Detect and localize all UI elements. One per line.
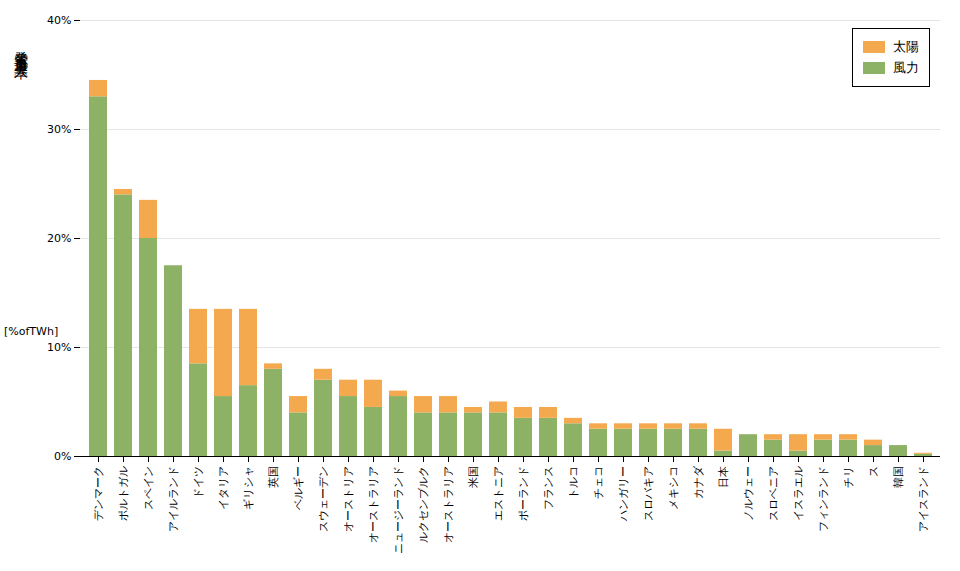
svg-text:ドイツ: ドイツ — [192, 466, 205, 499]
svg-text:スペイン: スペイン — [142, 466, 155, 510]
svg-text:メキシコ: メキシコ — [667, 466, 680, 510]
svg-text:チリ: チリ — [842, 466, 855, 488]
svg-text:10%: 10% — [47, 341, 71, 354]
html-text:風力: 風力 — [893, 60, 919, 75]
svg-text:ハンガリー: ハンガリー — [617, 466, 630, 522]
svg-text:40%: 40% — [47, 14, 71, 27]
svg-text:アイルランド: アイルランド — [167, 466, 180, 532]
svg-text:ノルウェー: ノルウェー — [742, 466, 755, 521]
svg-text:ルクセンブルク: ルクセンブルク — [417, 466, 430, 543]
svg-text:ギリシャ: ギリシャ — [242, 466, 255, 510]
svg-text:デンマーク: デンマーク — [92, 466, 105, 521]
svg-text:イスラエル: イスラエル — [792, 466, 805, 521]
svg-text:英国: 英国 — [267, 466, 280, 488]
svg-text:エストニア: エストニア — [492, 466, 505, 521]
svg-text:ニュージーランド: ニュージーランド — [392, 466, 405, 554]
svg-text:ポーランド: ポーランド — [517, 466, 530, 521]
svg-text:フランス: フランス — [542, 466, 555, 510]
html-text:太陽: 太陽 — [893, 39, 919, 54]
svg-text:30%: 30% — [47, 123, 71, 136]
svg-text:スロベニア: スロベニア — [767, 466, 780, 521]
svg-text:スロバキア: スロバキア — [642, 466, 655, 521]
svg-text:米国: 米国 — [467, 466, 480, 488]
svg-text:韓国: 韓国 — [892, 466, 905, 488]
svg-text:アイスランド: アイスランド — [917, 466, 930, 532]
svg-text:20%: 20% — [47, 232, 71, 245]
svg-text:オーストラリア: オーストラリア — [442, 466, 455, 543]
svg-text:オーストリア: オーストリア — [342, 466, 355, 532]
svg-text:ポルトガル: ポルトガル — [117, 466, 130, 521]
svg-text:チェコ: チェコ — [592, 466, 605, 499]
svg-text:0%: 0% — [54, 450, 71, 463]
svg-text:日本: 日本 — [717, 466, 730, 488]
svg-text:ス: ス — [867, 466, 880, 477]
svg-text:スウェーデン: スウェーデン — [317, 466, 330, 532]
svg-text:イタリア: イタリア — [217, 466, 230, 510]
svg-text:カナダ: カナダ — [692, 465, 705, 499]
svg-text:オーストラリア: オーストラリア — [367, 466, 380, 543]
svg-text:フィンランド: フィンランド — [817, 466, 830, 532]
html-text:[%ofTWh]: [%ofTWh] — [4, 325, 59, 339]
html-text:発電電力量導入率: 発電電力量導入率 — [13, 40, 29, 56]
svg-text:トルコ: トルコ — [567, 466, 580, 499]
svg-text:ベルギー: ベルギー — [292, 466, 305, 510]
